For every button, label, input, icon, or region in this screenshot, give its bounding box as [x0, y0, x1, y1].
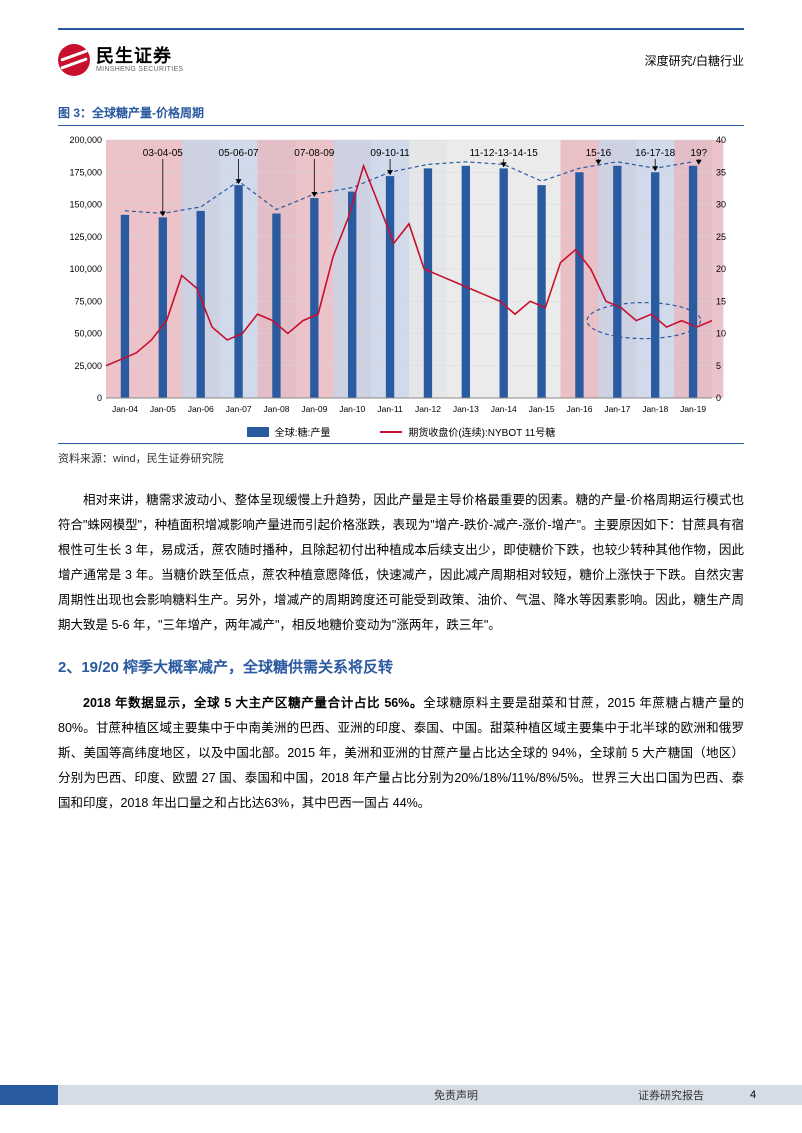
logo-mark	[58, 44, 90, 76]
svg-text:10: 10	[716, 329, 726, 339]
footer-report-type: 证券研究报告	[638, 1087, 704, 1103]
svg-text:25: 25	[716, 232, 726, 242]
paragraph-2: 2018 年数据显示，全球 5 大主产区糖产量合计占比 56%。全球糖原料主要是…	[58, 691, 744, 816]
svg-text:Jan-14: Jan-14	[491, 404, 517, 414]
legend-bar-swatch	[247, 427, 269, 437]
svg-text:03-04-05: 03-04-05	[143, 148, 183, 159]
section-heading-2: 2、19/20 榨季大概率减产，全球糖供需关系将反转	[58, 656, 744, 677]
svg-text:35: 35	[716, 167, 726, 177]
svg-text:15: 15	[716, 296, 726, 306]
footer-disclaimer: 免责声明	[434, 1087, 478, 1103]
svg-text:Jan-15: Jan-15	[529, 404, 555, 414]
paragraph-1: 相对来讲，糖需求波动小、整体呈现缓慢上升趋势，因此产量是主导价格最重要的因素。糖…	[58, 488, 744, 638]
svg-text:Jan-05: Jan-05	[150, 404, 176, 414]
svg-text:200,000: 200,000	[69, 135, 102, 145]
figure-source: 资料来源：wind，民生证券研究院	[58, 443, 744, 466]
svg-text:Jan-13: Jan-13	[453, 404, 479, 414]
legend-line-item: 期货收盘价(连续):NYBOT 11号糖	[380, 424, 555, 439]
svg-text:Jan-16: Jan-16	[566, 404, 592, 414]
svg-text:0: 0	[716, 393, 721, 403]
svg-text:175,000: 175,000	[69, 167, 102, 177]
top-border	[58, 28, 744, 30]
svg-text:Jan-19: Jan-19	[680, 404, 706, 414]
logo-cn: 民生证券	[96, 47, 183, 65]
legend-line-label: 期货收盘价(连续):NYBOT 11号糖	[408, 424, 555, 439]
footer-page: 4	[744, 1085, 802, 1105]
svg-text:16-17-18: 16-17-18	[635, 148, 675, 159]
svg-text:Jan-12: Jan-12	[415, 404, 441, 414]
para2-rest: 全球糖原料主要是甜菜和甘蔗，2015 年蔗糖占糖产量的 80%。甘蔗种植区域主要…	[58, 696, 744, 810]
svg-text:Jan-18: Jan-18	[642, 404, 668, 414]
breadcrumb: 深度研究/白糖行业	[645, 52, 744, 69]
page-number: 4	[750, 1089, 756, 1101]
svg-text:07-08-09: 07-08-09	[294, 148, 334, 159]
svg-text:20: 20	[716, 264, 726, 274]
logo-en: MINSHENG SECURITIES	[96, 66, 183, 73]
footer-mid: 免责声明 证券研究报告	[58, 1085, 744, 1105]
svg-text:40: 40	[716, 135, 726, 145]
svg-text:100,000: 100,000	[69, 264, 102, 274]
page-header: 民生证券 MINSHENG SECURITIES 深度研究/白糖行业	[58, 30, 744, 76]
svg-text:0: 0	[97, 393, 102, 403]
svg-text:125,000: 125,000	[69, 232, 102, 242]
logo: 民生证券 MINSHENG SECURITIES	[58, 44, 183, 76]
footer-accent	[0, 1085, 58, 1105]
svg-text:5: 5	[716, 361, 721, 371]
legend-bar-item: 全球:糖:产量	[247, 424, 331, 439]
chart-legend: 全球:糖:产量 期货收盘价(连续):NYBOT 11号糖	[58, 424, 744, 439]
figure-title: 图 3：全球糖产量-价格周期	[58, 104, 204, 121]
page-footer: 免责声明 证券研究报告 4	[0, 1085, 802, 1105]
svg-text:Jan-08: Jan-08	[263, 404, 289, 414]
svg-text:Jan-11: Jan-11	[377, 404, 403, 414]
svg-text:11-12-13-14-15: 11-12-13-14-15	[470, 148, 539, 159]
svg-text:19?: 19?	[690, 148, 707, 159]
svg-text:25,000: 25,000	[74, 361, 102, 371]
svg-text:Jan-17: Jan-17	[604, 404, 630, 414]
svg-text:Jan-06: Jan-06	[188, 404, 214, 414]
svg-text:Jan-04: Jan-04	[112, 404, 138, 414]
svg-text:Jan-09: Jan-09	[301, 404, 327, 414]
legend-line-swatch	[380, 431, 402, 433]
figure-title-underline	[58, 125, 744, 126]
svg-text:Jan-07: Jan-07	[226, 404, 252, 414]
svg-text:05-06-07: 05-06-07	[219, 148, 259, 159]
svg-text:15-16: 15-16	[586, 148, 612, 159]
svg-text:50,000: 50,000	[74, 329, 102, 339]
svg-text:09-10-11: 09-10-11	[370, 148, 410, 159]
legend-bar-label: 全球:糖:产量	[275, 424, 331, 439]
svg-text:75,000: 75,000	[74, 296, 102, 306]
sugar-price-chart: 0 25,000 50,000 75,000 100,000 125,000 150,000…	[58, 132, 744, 422]
svg-text:150,000: 150,000	[69, 200, 102, 210]
para2-bold: 2018 年数据显示，全球 5 大主产区糖产量合计占比 56%。	[83, 696, 423, 710]
svg-text:Jan-10: Jan-10	[339, 404, 365, 414]
svg-text:30: 30	[716, 200, 726, 210]
